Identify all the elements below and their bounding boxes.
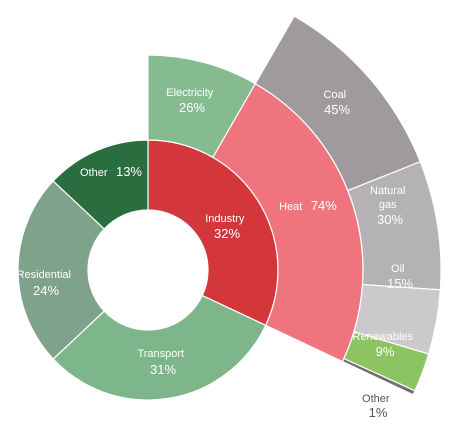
label-heat-value: 74% xyxy=(311,198,337,213)
label-oil-name: Oil xyxy=(391,263,404,275)
label-heat-name: Heat xyxy=(279,201,302,213)
label-transport: Transport 31% xyxy=(137,344,188,377)
label-natural-gas-value: 30% xyxy=(377,212,403,227)
label-heat: Heat 74% xyxy=(279,197,337,214)
label-natural-gas-name-line2: gas xyxy=(379,199,397,211)
label-residential-name: Residential xyxy=(17,269,71,281)
label-coal-name: Coal xyxy=(323,89,346,101)
label-coal-value: 45% xyxy=(324,102,350,117)
label-coal: Coal 45% xyxy=(323,85,350,117)
chart-labels: Industry 32% Transport 31% Residential 2… xyxy=(17,83,418,420)
label-residential-value: 24% xyxy=(33,283,59,298)
label-residential: Residential 24% xyxy=(17,265,76,298)
label-oil-value: 15% xyxy=(387,276,413,291)
arc-other-outer xyxy=(341,357,416,396)
chart-arcs xyxy=(17,15,442,401)
label-other-outer: Other 1% xyxy=(362,389,394,420)
label-transport-name: Transport xyxy=(137,348,184,360)
label-transport-value: 31% xyxy=(150,362,176,377)
label-other-outer-value: 1% xyxy=(369,405,388,420)
label-electricity: Electricity 26% xyxy=(166,83,218,115)
label-industry-value: 32% xyxy=(214,226,240,241)
label-other-inner-name: Other xyxy=(80,167,108,179)
label-renewables-name: Renewables xyxy=(353,331,414,343)
label-industry: Industry 32% xyxy=(205,209,249,241)
label-other-outer-name: Other xyxy=(362,393,390,405)
label-natural-gas: Natural gas 30% xyxy=(370,181,410,227)
label-electricity-value: 26% xyxy=(179,100,205,115)
label-industry-name: Industry xyxy=(205,213,245,225)
label-renewables-value: 9% xyxy=(376,344,395,359)
label-other-inner: Other 13% xyxy=(80,163,142,180)
label-renewables: Renewables 9% xyxy=(353,327,418,359)
arc-residential xyxy=(17,180,106,360)
label-oil: Oil 15% xyxy=(387,259,413,291)
label-other-inner-value: 13% xyxy=(116,164,142,179)
label-electricity-name: Electricity xyxy=(166,87,214,99)
label-natural-gas-name-line1: Natural xyxy=(370,185,405,197)
arc-transport xyxy=(52,294,267,401)
